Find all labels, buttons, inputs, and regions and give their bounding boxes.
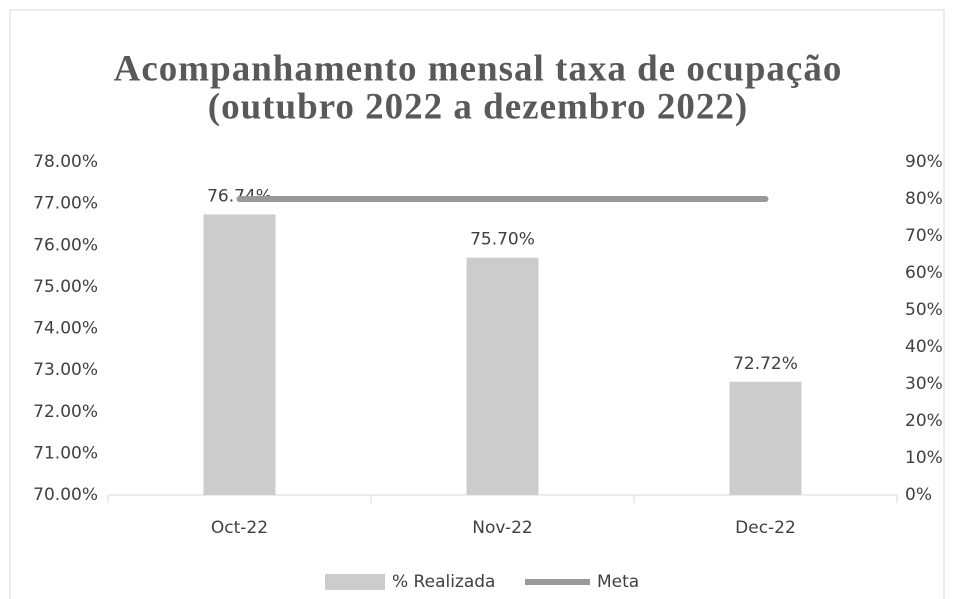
y-tick-label: 73.00%: [33, 360, 98, 380]
y2-tick-label: 20%: [905, 411, 943, 431]
y-tick-label: 70.00%: [33, 485, 98, 505]
data-label: 75.70%: [470, 230, 535, 250]
data-label: 72.72%: [733, 354, 798, 374]
x-tick-label: Oct-22: [211, 518, 268, 538]
x-tick-label: Dec-22: [735, 518, 796, 538]
bar: [466, 257, 539, 495]
chart-title: Acompanhamento mensal taxa de ocupação: [114, 48, 843, 89]
y-tick-label: 75.00%: [33, 277, 98, 297]
y2-tick-label: 70%: [905, 226, 943, 246]
y-tick-label: 72.00%: [33, 402, 98, 422]
y2-tick-label: 50%: [905, 300, 943, 320]
chart-title: (outubro 2022 a dezembro 2022): [208, 86, 748, 127]
x-tick-label: Nov-22: [472, 518, 533, 538]
y2-tick-label: 80%: [905, 189, 943, 209]
y2-tick-label: 0%: [905, 485, 932, 505]
y-tick-label: 78.00%: [33, 152, 98, 172]
y-tick-label: 76.00%: [33, 235, 98, 255]
y-tick-label: 77.00%: [33, 194, 98, 214]
y2-tick-label: 90%: [905, 152, 943, 172]
legend-label: % Realizada: [392, 572, 495, 592]
bar: [203, 214, 276, 495]
legend-label: Meta: [597, 572, 639, 592]
y-tick-label: 74.00%: [33, 319, 98, 339]
bar: [729, 381, 802, 495]
y2-tick-label: 30%: [905, 374, 943, 394]
y2-tick-label: 40%: [905, 337, 943, 357]
y2-tick-label: 10%: [905, 448, 943, 468]
legend-swatch: [325, 574, 385, 590]
y2-tick-label: 60%: [905, 263, 943, 283]
y-tick-label: 71.00%: [33, 443, 98, 463]
chart-border: [9, 9, 945, 599]
